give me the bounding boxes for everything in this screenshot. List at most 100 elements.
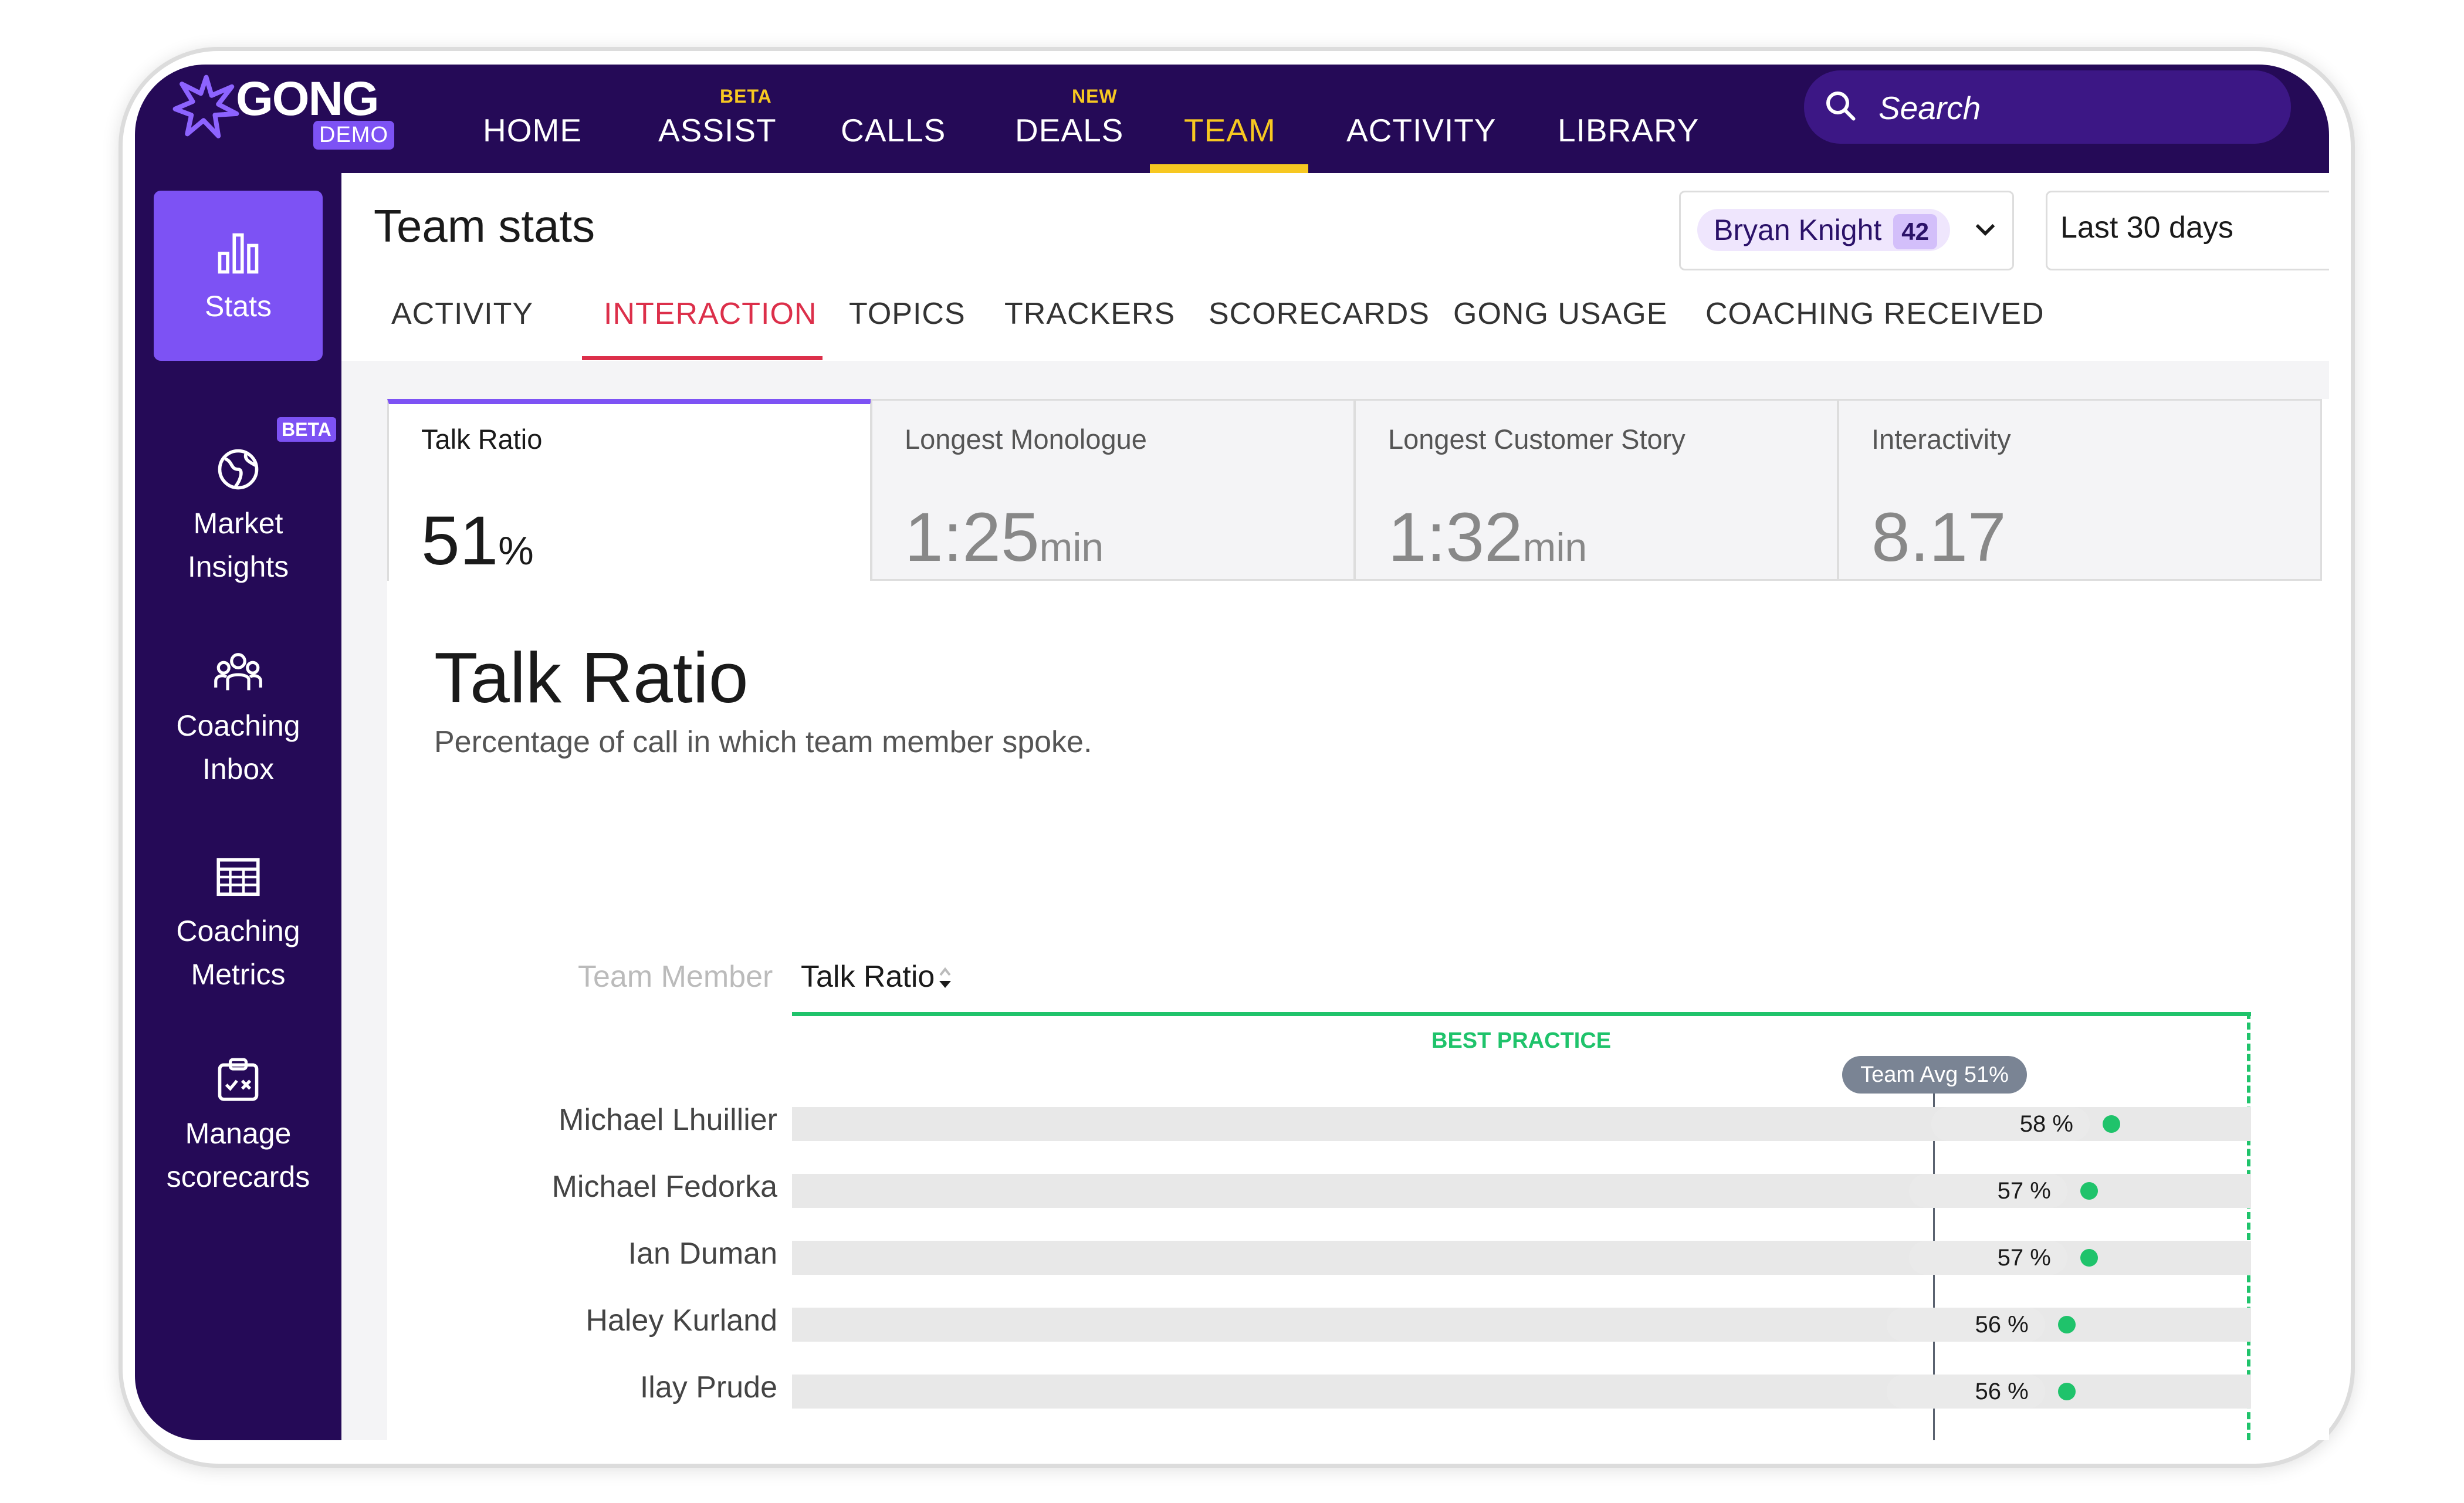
metric-unit: min xyxy=(1522,525,1588,570)
grid-table-icon xyxy=(216,858,260,896)
main-content: Team stats Bryan Knight 42 Last 30 days A… xyxy=(341,173,2329,1440)
tab-interaction[interactable]: INTERACTION xyxy=(604,297,817,331)
tab-topics[interactable]: TOPICS xyxy=(849,297,966,331)
chevron-down-icon xyxy=(1975,224,1995,236)
team-member-name[interactable]: Ilay Prude xyxy=(639,1370,777,1404)
talk-ratio-value: 58 % xyxy=(1931,1107,2090,1141)
team-member-name[interactable]: Michael Fedorka xyxy=(551,1170,777,1204)
gong-burst-icon xyxy=(172,75,239,138)
search-icon xyxy=(1826,92,1856,121)
sidebar-item-label: Market xyxy=(193,507,283,540)
column-header-talk-ratio[interactable]: Talk Ratio xyxy=(801,959,953,994)
page-title: Team stats xyxy=(374,200,595,252)
date-range-dropdown[interactable]: Last 30 days xyxy=(2046,191,2329,270)
best-practice-label: BEST PRACTICE xyxy=(1431,1028,1612,1053)
beta-badge: BETA xyxy=(277,417,336,442)
search-box[interactable] xyxy=(1804,70,2291,144)
metric-value: 8.17 xyxy=(1871,497,2006,577)
metric-card-longest-monologue[interactable]: Longest Monologue 1:25min xyxy=(871,399,1355,581)
metric-value: 1:25min xyxy=(905,497,1104,577)
sidebar-item-coaching-metrics[interactable]: Coaching Metrics xyxy=(154,851,323,1003)
globe-icon xyxy=(218,449,259,490)
best-practice-range-line xyxy=(792,1012,2251,1016)
metric-unit: % xyxy=(498,529,534,573)
metric-number: 51 xyxy=(421,502,499,580)
metric-card-interactivity[interactable]: Interactivity 8.17 xyxy=(1837,399,2322,581)
team-member-name[interactable]: Michael Lhuillier xyxy=(559,1103,777,1137)
talk-ratio-value: 56 % xyxy=(1886,1308,2045,1342)
people-icon xyxy=(214,653,262,690)
user-filter-dropdown[interactable]: Bryan Knight 42 xyxy=(1679,191,2014,270)
user-filter-pill: Bryan Knight 42 xyxy=(1697,209,1950,251)
metric-card-talk-ratio[interactable]: Talk Ratio 51% xyxy=(387,399,872,581)
best-practice-dot xyxy=(2080,1249,2098,1267)
sidebar-item-label-2: Insights xyxy=(187,550,289,583)
sidebar-item-label: Stats xyxy=(205,290,272,323)
best-practice-dot xyxy=(2080,1182,2098,1200)
team-average-badge: Team Avg 51% xyxy=(1842,1056,2027,1094)
sidebar-item-label-2: scorecards xyxy=(166,1160,310,1193)
user-name: Bryan Knight xyxy=(1714,214,1882,246)
best-practice-dot xyxy=(2102,1115,2120,1133)
nav-home-label: HOME xyxy=(483,112,582,148)
nav-active-indicator xyxy=(1150,164,1308,173)
tab-active-indicator xyxy=(582,356,823,360)
tab-trackers[interactable]: TRACKERS xyxy=(1004,297,1176,331)
nav-calls-label: CALLS xyxy=(841,112,946,148)
talk-ratio-value: 57 % xyxy=(1908,1174,2067,1208)
talk-ratio-value: 57 % xyxy=(1908,1241,2067,1275)
metric-number: 8.17 xyxy=(1871,499,2006,576)
page-header: Team stats Bryan Knight 42 Last 30 days A… xyxy=(341,173,2329,361)
team-member-name[interactable]: Ian Duman xyxy=(628,1237,777,1271)
nav-deals-label: DEALS xyxy=(1015,112,1124,148)
sort-icon xyxy=(939,967,952,989)
metric-number: 1:25 xyxy=(905,499,1040,576)
sidebar-item-label: Coaching xyxy=(176,709,300,742)
metric-unit: min xyxy=(1039,525,1104,570)
new-tag: NEW xyxy=(1072,86,1118,107)
sidebar-item-manage-scorecards[interactable]: Manage scorecards xyxy=(154,1053,323,1206)
metric-label: Talk Ratio xyxy=(421,424,543,455)
sidebar-item-label-2: Metrics xyxy=(191,958,286,991)
sidebar-item-label: Coaching xyxy=(176,915,300,947)
column-header-team-member[interactable]: Team Member xyxy=(578,960,773,994)
tab-scorecards[interactable]: SCORECARDS xyxy=(1209,297,1430,331)
beta-tag: BETA xyxy=(720,86,772,107)
nav-library-label: LIBRARY xyxy=(1558,112,1700,148)
best-practice-range-edge xyxy=(2247,1012,2250,1440)
tab-activity[interactable]: ACTIVITY xyxy=(391,297,534,331)
nav-activity-label: ACTIVITY xyxy=(1346,112,1497,148)
best-practice-dot xyxy=(2057,1383,2076,1400)
search-input[interactable] xyxy=(1877,85,2261,130)
metric-card-longest-customer-story[interactable]: Longest Customer Story 1:32min xyxy=(1354,399,1839,581)
metric-value: 1:32min xyxy=(1388,497,1587,577)
metric-label: Longest Customer Story xyxy=(1388,424,1685,455)
metric-number: 1:32 xyxy=(1388,499,1523,576)
column-header-label: Talk Ratio xyxy=(801,960,935,994)
app-window: GONG DEMO HOME BETA ASSIST CALLS NEW DEA… xyxy=(135,65,2329,1440)
date-range-label: Last 30 days xyxy=(2060,211,2233,245)
clipboard-icon xyxy=(218,1058,259,1101)
metric-value: 51% xyxy=(421,501,534,581)
demo-badge: DEMO xyxy=(313,121,394,150)
sidebar-item-stats[interactable]: Stats xyxy=(154,191,323,361)
tab-coaching-received[interactable]: COACHING RECEIVED xyxy=(1705,297,2045,331)
brand-name: GONG xyxy=(236,72,380,126)
team-member-name[interactable]: Haley Kurland xyxy=(585,1304,777,1338)
best-practice-dot xyxy=(2057,1316,2076,1333)
metric-label: Interactivity xyxy=(1871,424,2011,455)
stats-card: Talk Ratio 51% Longest Monologue 1:25min… xyxy=(387,399,2329,1440)
sidebar-item-market-insights[interactable]: BETA Market Insights xyxy=(154,417,336,595)
section-title: Talk Ratio xyxy=(434,638,749,717)
user-count-badge: 42 xyxy=(1893,214,1937,249)
sidebar-item-label: Manage xyxy=(185,1117,292,1150)
talk-ratio-value: 56 % xyxy=(1886,1375,2045,1409)
top-nav-bar: GONG DEMO HOME BETA ASSIST CALLS NEW DEA… xyxy=(135,65,2329,173)
tab-gong-usage[interactable]: GONG USAGE xyxy=(1453,297,1668,331)
sidebar-item-label-2: Inbox xyxy=(202,753,275,786)
nav-team-label: TEAM xyxy=(1184,112,1276,148)
gong-logo[interactable]: GONG DEMO xyxy=(172,65,394,164)
metric-label: Longest Monologue xyxy=(905,424,1147,455)
bar-chart-icon xyxy=(218,233,259,274)
sidebar-item-coaching-inbox[interactable]: Coaching Inbox xyxy=(154,645,323,798)
